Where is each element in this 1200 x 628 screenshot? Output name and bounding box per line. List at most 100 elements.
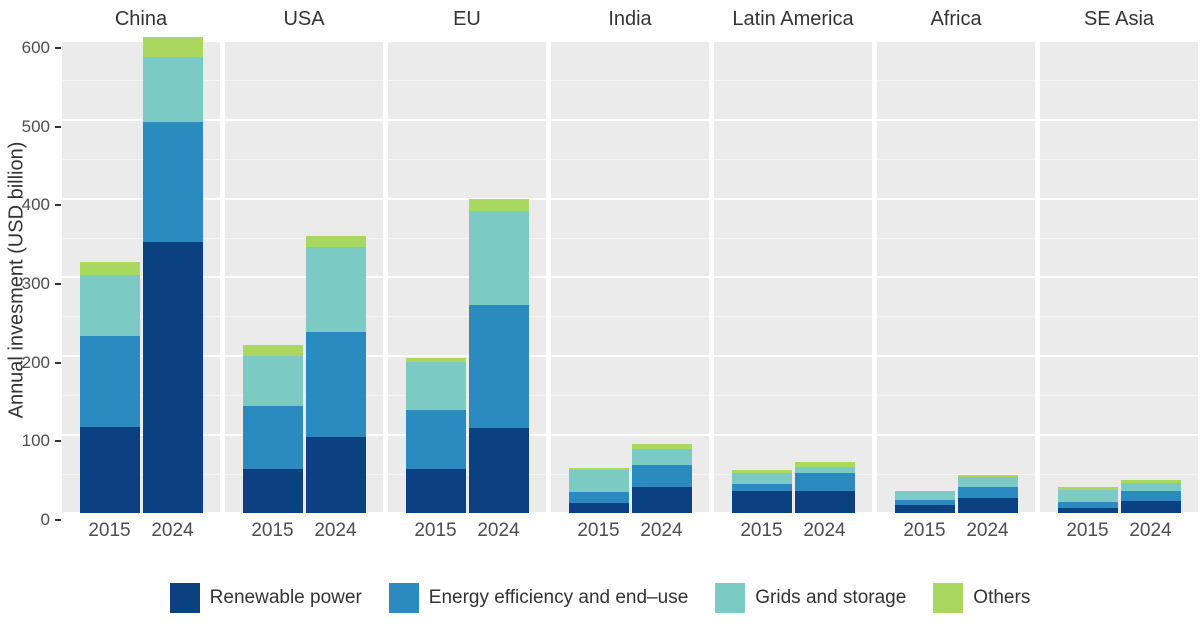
legend-item-grids-and-storage: Grids and storage xyxy=(715,583,906,613)
gridline-major xyxy=(877,512,1035,515)
gridline-major xyxy=(1040,40,1198,43)
legend-label: Grids and storage xyxy=(755,587,907,608)
gridline-minor xyxy=(714,237,872,239)
bar-segment-energy-efficiency-and-end-use xyxy=(1057,502,1118,508)
gridline-minor xyxy=(62,316,220,318)
gridline-major xyxy=(225,197,383,200)
bar-segment-grids-and-storage xyxy=(731,472,792,484)
bar-group xyxy=(877,40,1035,514)
gridline-major xyxy=(551,433,709,436)
gridline-minor xyxy=(551,80,709,82)
bar-segment-others xyxy=(468,198,529,211)
gridline-minor xyxy=(877,80,1035,82)
gridline-major xyxy=(62,119,220,122)
gridline-minor xyxy=(388,158,546,160)
x-axis-row: 2015 2024 xyxy=(62,513,220,556)
x-tick-label: 2015 xyxy=(577,520,620,542)
bar-segment-others xyxy=(305,236,366,248)
gridline-minor xyxy=(714,473,872,475)
bar-group xyxy=(714,40,872,514)
bar-segment-energy-efficiency-and-end-use xyxy=(468,304,529,429)
gridline-minor xyxy=(877,316,1035,318)
gridline-major xyxy=(388,276,546,279)
bar-2024 xyxy=(1120,480,1181,514)
bar-segment-energy-efficiency-and-end-use xyxy=(1120,490,1181,501)
gridline-minor xyxy=(1040,158,1198,160)
y-tick-mark xyxy=(55,440,61,443)
gridline-major xyxy=(551,276,709,279)
gridline-major xyxy=(877,197,1035,200)
panel xyxy=(225,39,383,515)
y-axis: 0 100 200 300 400 500 600 xyxy=(0,0,62,628)
facet-china: China 2015 2024 xyxy=(62,0,220,556)
gridline-major xyxy=(714,355,872,358)
y-tick-label: 300 xyxy=(21,273,50,293)
gridline-minor xyxy=(1040,80,1198,82)
bar-segment-renewable-power xyxy=(142,241,203,514)
bar-segment-others xyxy=(79,262,140,275)
gridline-major xyxy=(225,40,383,43)
facets: China 2015 2024 USA 2015 2024 EU 2015 2024 India 2… xyxy=(62,0,1198,556)
legend-swatch xyxy=(933,583,964,613)
gridline-minor xyxy=(225,237,383,239)
gridline-major xyxy=(551,40,709,43)
x-tick-label: 2015 xyxy=(414,520,457,542)
gridline-minor xyxy=(225,316,383,318)
facet-india: India 2015 2024 xyxy=(551,0,709,556)
gridline-minor xyxy=(225,80,383,82)
bar-2024 xyxy=(142,37,203,514)
bar-segment-others xyxy=(405,358,466,363)
x-tick-label: 2015 xyxy=(903,520,946,542)
gridline-minor xyxy=(1040,237,1198,239)
facet-se-asia: SE Asia 2015 2024 xyxy=(1040,0,1198,556)
gridline-minor xyxy=(225,394,383,396)
gridline-minor xyxy=(1040,394,1198,396)
gridline-major xyxy=(225,433,383,436)
bar-segment-renewable-power xyxy=(242,469,303,514)
gridline-minor xyxy=(1040,316,1198,318)
bar-2015 xyxy=(242,345,303,514)
bar-2015 xyxy=(894,490,955,514)
bar-segment-others xyxy=(242,345,303,357)
x-axis-row: 2015 2024 xyxy=(225,513,383,556)
y-tick-mark xyxy=(55,282,61,285)
gridline-major xyxy=(551,119,709,122)
gridline-minor xyxy=(225,158,383,160)
bar-group xyxy=(551,40,709,514)
panel xyxy=(1040,39,1198,515)
bar-group xyxy=(62,37,220,514)
bar-2024 xyxy=(957,474,1018,514)
bar-segment-grids-and-storage xyxy=(468,210,529,305)
bar-segment-renewable-power xyxy=(894,504,955,514)
bar-segment-others xyxy=(1120,480,1181,483)
gridline-minor xyxy=(877,237,1035,239)
gridline-minor xyxy=(877,394,1035,396)
x-tick-label: 2024 xyxy=(1129,520,1172,542)
gridline-minor xyxy=(551,316,709,318)
gridline-major xyxy=(714,40,872,43)
y-tick-label: 600 xyxy=(21,37,50,57)
x-axis-row: 2015 2024 xyxy=(877,513,1035,556)
gridline-major xyxy=(714,512,872,515)
gridline-minor xyxy=(62,473,220,475)
y-tick-label: 500 xyxy=(21,116,50,136)
y-tick-label: 0 xyxy=(40,510,50,529)
gridline-minor xyxy=(62,80,220,82)
x-axis-row: 2015 2024 xyxy=(551,513,709,556)
facet-title: India xyxy=(608,8,652,31)
gridline-minor xyxy=(714,80,872,82)
y-tick-label: 100 xyxy=(21,431,50,451)
gridline-minor xyxy=(388,80,546,82)
bar-segment-renewable-power xyxy=(568,503,629,514)
bar-2024 xyxy=(631,444,692,514)
legend-swatch xyxy=(388,583,419,613)
panel xyxy=(714,39,872,515)
bar-segment-grids-and-storage xyxy=(242,356,303,406)
bar-segment-energy-efficiency-and-end-use xyxy=(79,336,140,427)
gridline-major xyxy=(62,276,220,279)
gridline-major xyxy=(225,119,383,122)
bar-segment-others xyxy=(1057,487,1118,490)
x-axis-row: 2015 2024 xyxy=(388,513,546,556)
gridline-major xyxy=(62,512,220,515)
